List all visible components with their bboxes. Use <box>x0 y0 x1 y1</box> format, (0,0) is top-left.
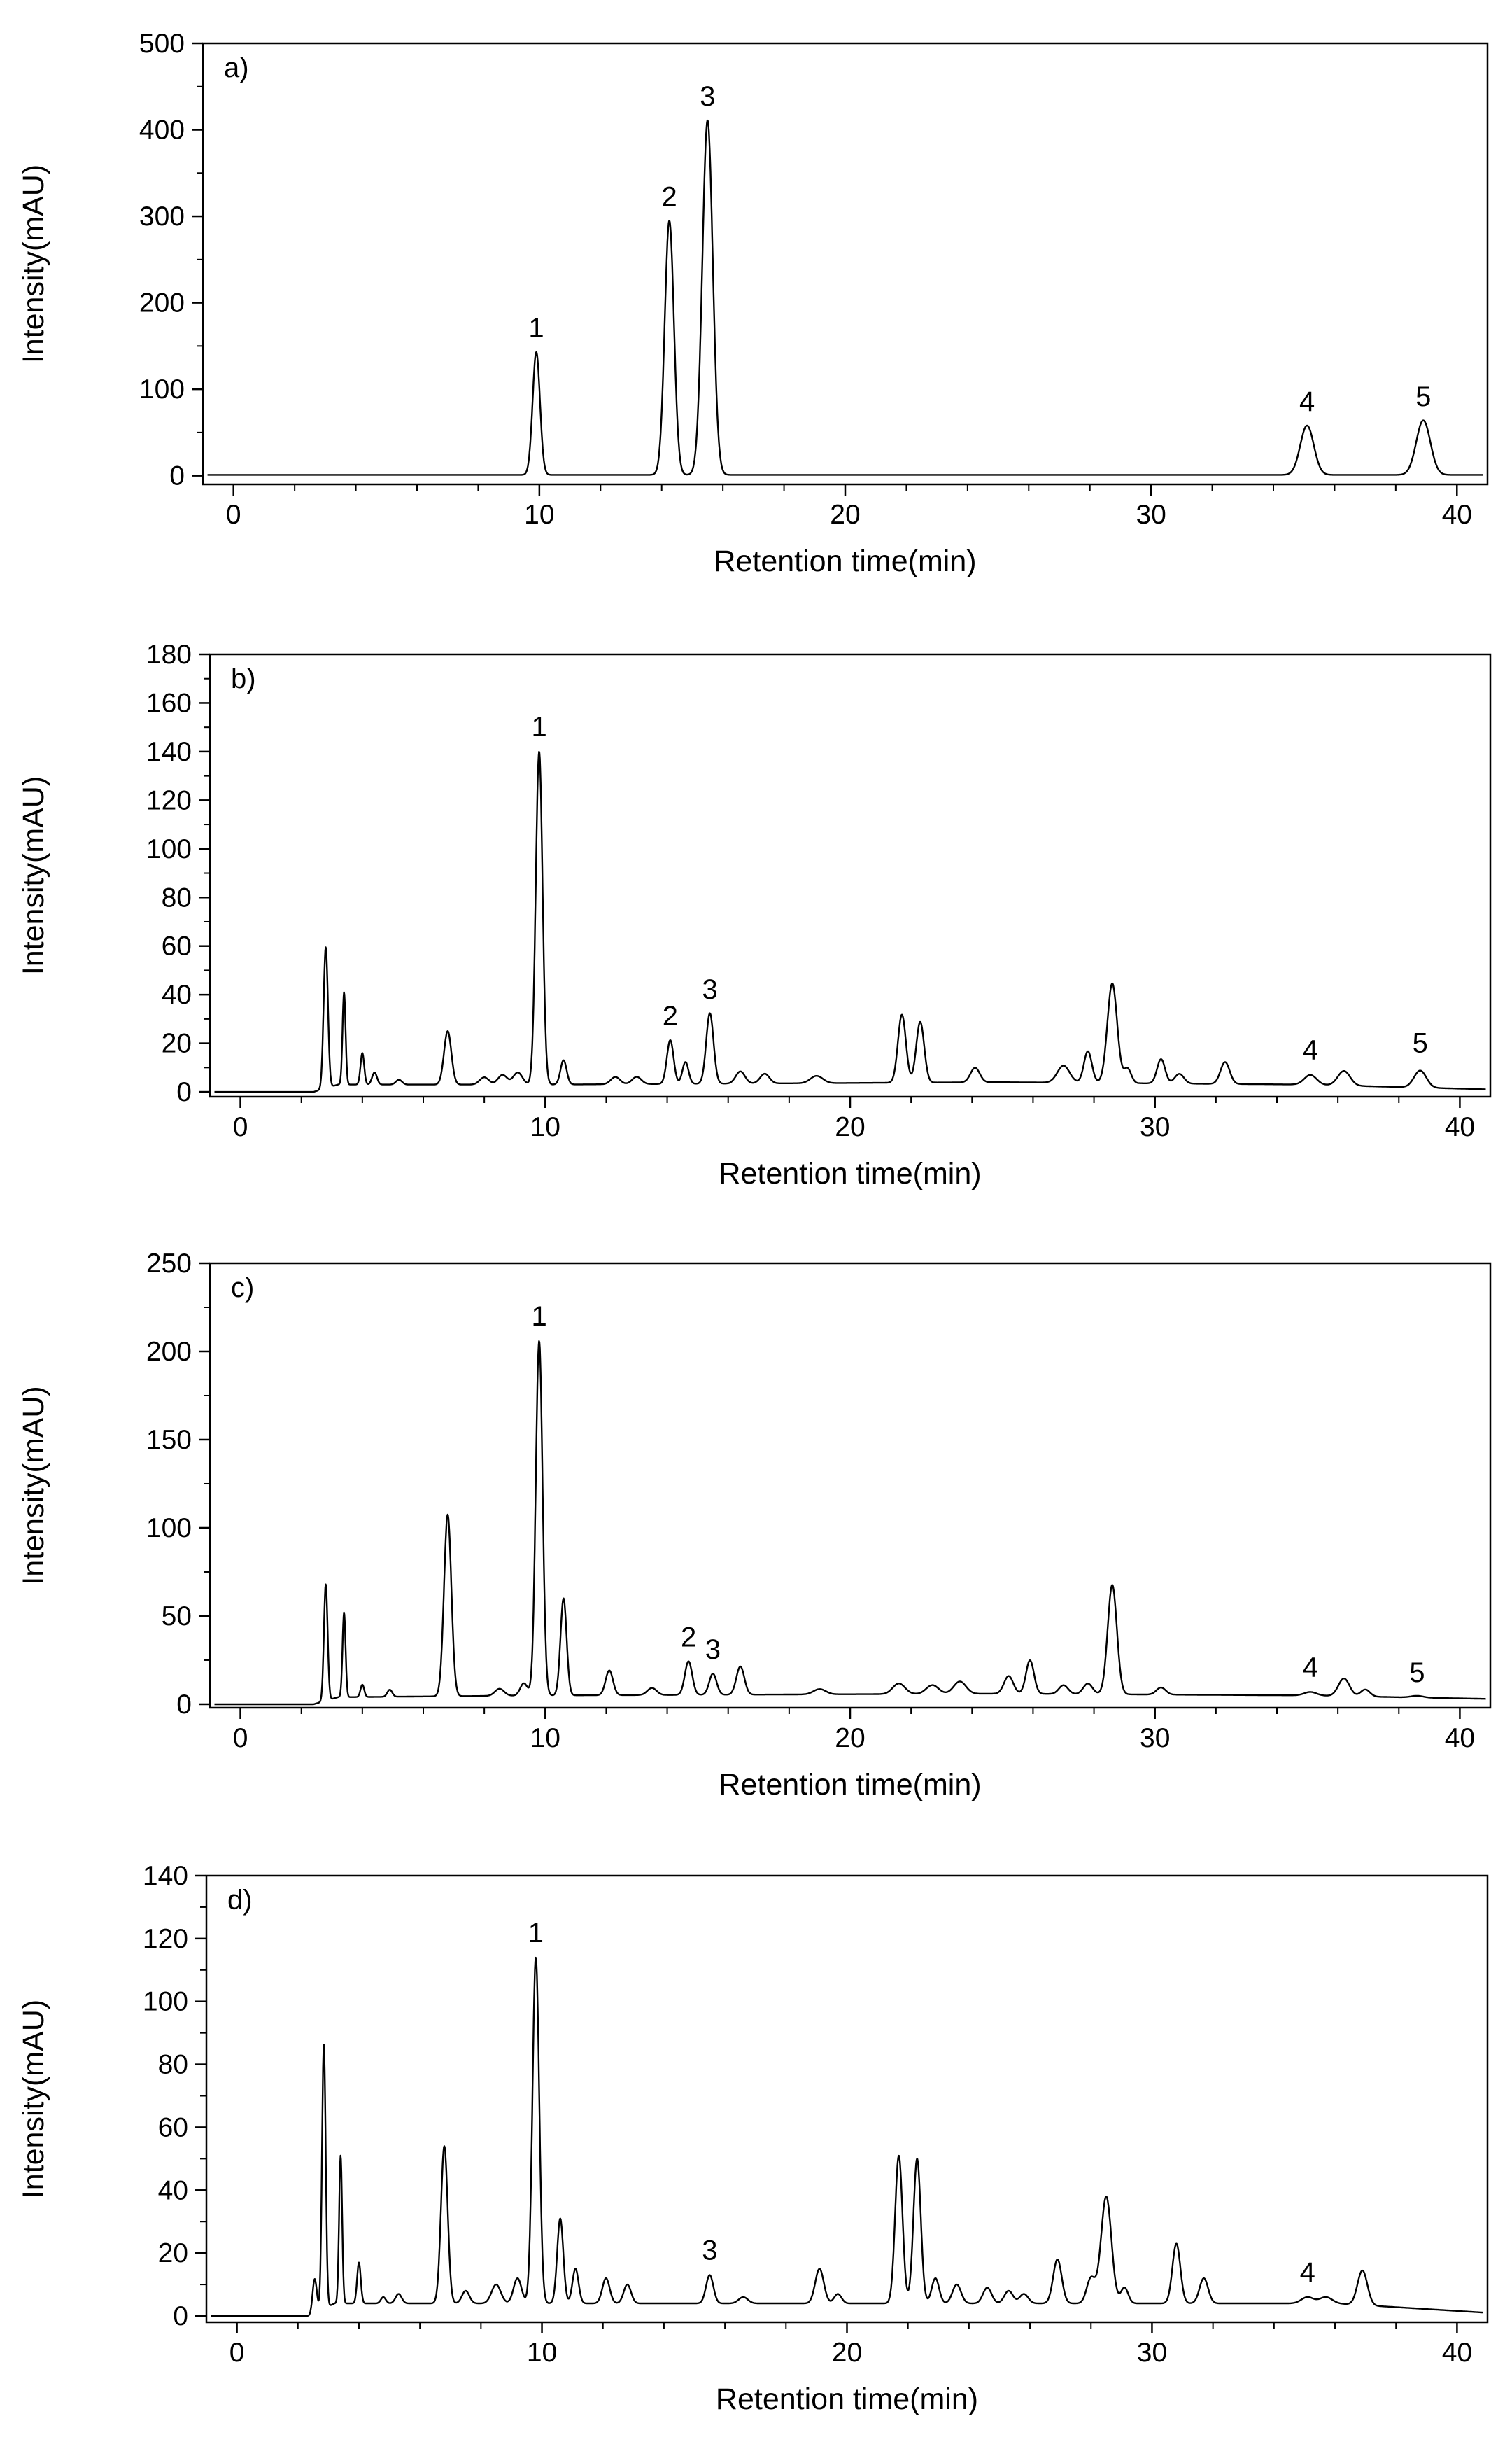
x-tick-label: 10 <box>524 500 554 530</box>
peak-label: 1 <box>528 1918 544 1948</box>
x-tick-label: 30 <box>1140 1112 1170 1142</box>
peak-label: 2 <box>662 181 677 212</box>
y-tick-label: 140 <box>143 1861 188 1891</box>
y-tick-label: 80 <box>162 883 192 913</box>
y-tick-label: 120 <box>143 1924 188 1954</box>
peak-label: 4 <box>1299 386 1315 417</box>
x-tick-label: 30 <box>1140 1723 1170 1753</box>
peak-label: 5 <box>1413 1027 1428 1058</box>
panel-label: a) <box>224 52 249 83</box>
y-tick-label: 140 <box>146 737 192 767</box>
y-tick-label: 20 <box>162 1029 192 1059</box>
y-axis-title: Intensity(mAU) <box>17 164 50 363</box>
x-axis-title: Retention time(min) <box>719 1768 981 1802</box>
y-tick-label: 100 <box>139 374 185 405</box>
chromatogram-trace <box>210 1956 1484 2317</box>
y-tick-label: 400 <box>139 115 185 146</box>
x-axis-title: Retention time(min) <box>719 1157 981 1191</box>
y-tick-label: 80 <box>158 2050 188 2080</box>
chart-panel-b: 0 10 20 30 40 0 20 40 60 80 100 120 140 160 180 Retenti… <box>17 640 1492 1191</box>
x-tick-label: 40 <box>1442 500 1472 530</box>
peak-label: 3 <box>702 2235 717 2266</box>
x-tick-label: 0 <box>229 2338 245 2368</box>
plot-frame <box>209 1262 1492 1709</box>
y-tick-label: 0 <box>176 1077 192 1107</box>
chart-panel-c: 0 10 20 30 40 0 50 100 150 200 250 Retention time(m… <box>17 1249 1492 1802</box>
plot-frame <box>202 42 1489 486</box>
peak-label: 1 <box>531 712 546 743</box>
x-tick-label: 20 <box>830 500 860 530</box>
peak-label: 4 <box>1300 2257 1315 2288</box>
y-tick-label: 100 <box>143 1987 188 2017</box>
y-axis-title: Intensity(mAU) <box>17 1386 50 1585</box>
y-tick-label: 150 <box>146 1425 192 1455</box>
peak-label: 3 <box>702 974 717 1005</box>
panel-label: d) <box>227 1885 253 1916</box>
x-tick-label: 40 <box>1445 1723 1475 1753</box>
plot-frame <box>209 653 1492 1098</box>
peak-label: 1 <box>528 313 544 344</box>
x-tick-label: 0 <box>233 1112 248 1142</box>
y-tick-label: 100 <box>146 834 192 864</box>
y-tick-label: 250 <box>146 1249 192 1279</box>
x-tick-label: 40 <box>1442 2338 1472 2368</box>
y-tick-label: 60 <box>158 2112 188 2142</box>
peak-label: 5 <box>1409 1657 1425 1688</box>
chromatogram-trace <box>213 1340 1487 1706</box>
x-tick-label: 30 <box>1137 2338 1167 2368</box>
y-axis-title: Intensity(mAU) <box>17 776 50 975</box>
x-tick-label: 0 <box>233 1723 248 1753</box>
x-axis-title: Retention time(min) <box>716 2382 978 2416</box>
y-tick-label: 40 <box>162 980 192 1010</box>
y-tick-label: 200 <box>139 288 185 318</box>
peak-label: 3 <box>700 81 715 112</box>
y-tick-label: 300 <box>139 202 185 232</box>
y-tick-label: 50 <box>162 1601 192 1631</box>
panel-label: b) <box>231 663 256 694</box>
x-tick-label: 10 <box>530 1723 560 1753</box>
peak-label: 4 <box>1303 1035 1318 1066</box>
y-tick-label: 60 <box>162 932 192 962</box>
y-tick-label: 100 <box>146 1513 192 1543</box>
x-tick-label: 10 <box>530 1112 560 1142</box>
y-tick-label: 40 <box>158 2175 188 2205</box>
y-tick-label: 20 <box>158 2238 188 2268</box>
x-tick-label: 20 <box>835 1112 865 1142</box>
chart-panel-d: 0 10 20 30 40 0 20 40 60 80 100 120 140 Retention tim… <box>17 1861 1489 2416</box>
peak-label: 1 <box>531 1301 546 1332</box>
x-tick-label: 20 <box>832 2338 862 2368</box>
y-tick-label: 160 <box>146 688 192 718</box>
y-tick-label: 180 <box>146 640 192 670</box>
plot-frame <box>205 1874 1489 2324</box>
x-tick-label: 0 <box>226 500 241 530</box>
x-tick-label: 10 <box>527 2338 557 2368</box>
x-tick-label: 40 <box>1445 1112 1475 1142</box>
y-tick-label: 200 <box>146 1337 192 1367</box>
x-tick-label: 20 <box>835 1723 865 1753</box>
chromatogram-trace <box>206 119 1484 476</box>
y-tick-label: 500 <box>139 29 185 59</box>
x-axis-title: Retention time(min) <box>714 545 976 578</box>
y-tick-label: 0 <box>169 461 185 491</box>
chromatogram-trace <box>213 750 1487 1093</box>
peak-label: 2 <box>663 1001 678 1032</box>
y-tick-label: 0 <box>173 2301 188 2331</box>
panel-label: c) <box>231 1272 254 1303</box>
peak-label: 4 <box>1303 1652 1318 1683</box>
peak-label: 2 <box>681 1622 696 1652</box>
y-tick-label: 120 <box>146 785 192 815</box>
peak-label: 3 <box>705 1634 721 1665</box>
y-axis-title: Intensity(mAU) <box>17 2000 50 2198</box>
peak-label: 5 <box>1415 381 1431 412</box>
x-tick-label: 30 <box>1136 500 1166 530</box>
y-tick-label: 0 <box>176 1690 192 1720</box>
